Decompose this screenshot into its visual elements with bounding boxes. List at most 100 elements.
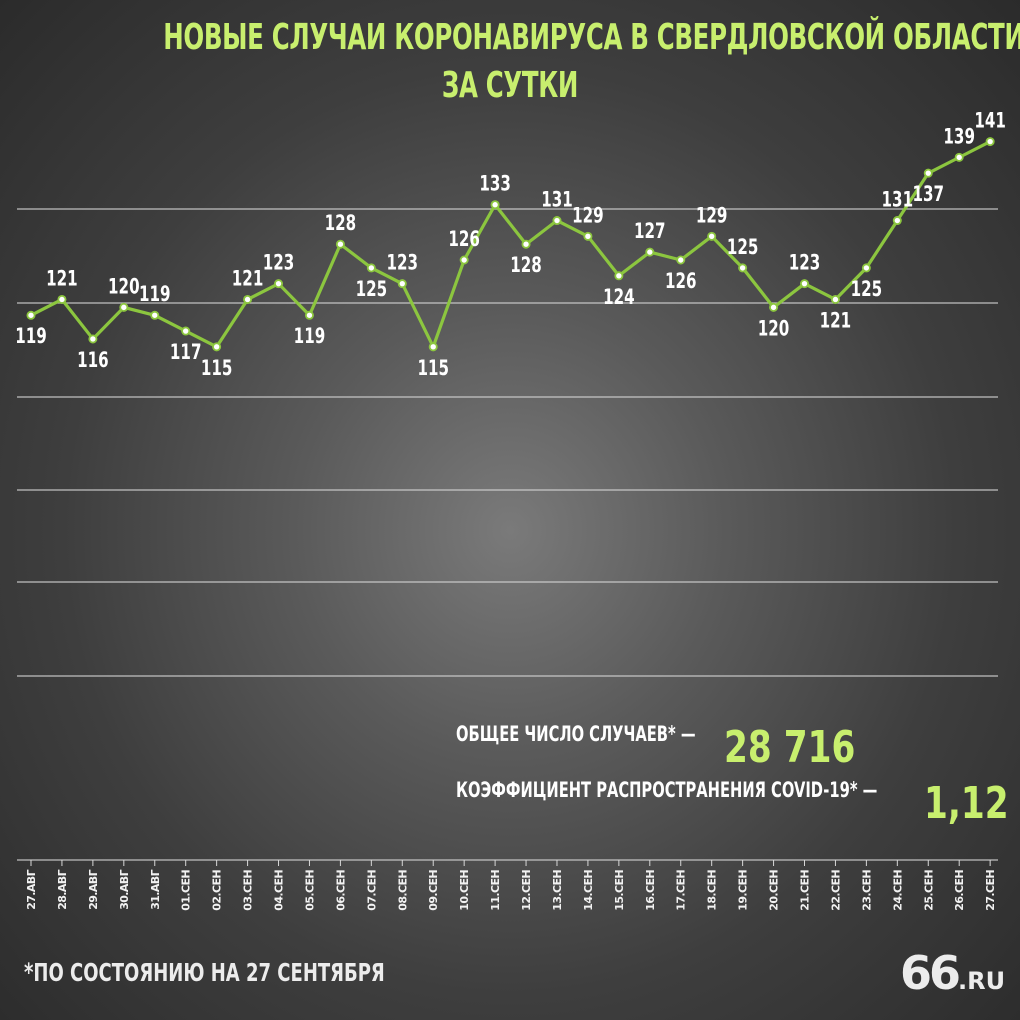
data-label: 128 (510, 254, 542, 278)
data-label: 129 (572, 204, 604, 228)
spread-coefficient-value: 1,12 (924, 778, 1009, 829)
total-cases-label: ОБЩЕЕ ЧИСЛО СЛУЧАЕВ* — (456, 722, 696, 746)
grid-layer (17, 208, 998, 677)
data-label: 126 (448, 228, 480, 252)
x-tick-label: 16.СЕН (644, 870, 657, 911)
data-point (335, 239, 345, 249)
data-point (212, 342, 222, 352)
x-tick-label: 24.СЕН (891, 870, 904, 911)
logo-number: 66 (900, 946, 961, 1000)
data-point (861, 263, 871, 273)
series-line (29, 139, 992, 349)
data-label: 125 (356, 278, 388, 302)
x-tick-label: 05.СЕН (303, 870, 316, 911)
data-label: 131 (541, 188, 573, 212)
x-tick-label: 02.СЕН (211, 870, 224, 911)
data-label: 123 (387, 251, 419, 275)
data-label: 120 (108, 275, 140, 299)
x-tick-label: 10.СЕН (458, 870, 471, 911)
data-point (26, 310, 36, 320)
data-point (800, 279, 810, 289)
data-label: 115 (417, 356, 449, 380)
total-cases-value: 28 716 (724, 722, 856, 773)
data-point (181, 326, 191, 336)
data-point (769, 302, 779, 312)
data-label: 119 (294, 325, 326, 349)
data-label: 141 (974, 109, 1006, 133)
data-point (985, 137, 995, 147)
data-label: 116 (77, 349, 109, 373)
x-tick-label: 30.АВГ (118, 869, 131, 909)
data-label: 127 (634, 220, 666, 244)
data-point (923, 168, 933, 178)
data-label: 126 (665, 270, 697, 294)
x-tick-label: 01.СЕН (180, 870, 193, 911)
x-tick-label: 13.СЕН (551, 870, 564, 911)
data-point (274, 279, 284, 289)
x-tick-label: 22.СЕН (829, 870, 842, 911)
x-tick-label: 06.СЕН (334, 870, 347, 911)
logo-domain: .RU (958, 967, 1006, 995)
data-label: 121 (232, 267, 264, 291)
x-axis: 27.АВГ 28.АВГ 29.АВГ 30.АВГ 31.АВГ 01.СЕН 02.С… (17, 859, 998, 911)
chart-title-line-2: ЗА СУТКИ (441, 65, 579, 106)
data-point (150, 310, 160, 320)
x-tick-label: 04.СЕН (273, 870, 286, 911)
x-tick-label: 23.СЕН (860, 870, 873, 911)
data-label: 125 (727, 236, 759, 260)
data-point (304, 310, 314, 320)
series-layer (29, 139, 992, 349)
x-tick-label: 19.СЕН (737, 870, 750, 911)
data-point (243, 294, 253, 304)
x-tick-label: 26.СЕН (953, 870, 966, 911)
data-label: 131 (882, 188, 914, 212)
data-point (552, 216, 562, 226)
data-label: 119 (139, 283, 171, 307)
data-point (738, 263, 748, 273)
total-cases-row: ОБЩЕЕ ЧИСЛО СЛУЧАЕВ* — 28 716 (456, 722, 1020, 778)
data-label: 137 (912, 183, 944, 207)
x-tick-label: 03.СЕН (242, 870, 255, 911)
data-label: 125 (851, 278, 883, 302)
data-point (428, 342, 438, 352)
data-label: 128 (325, 212, 357, 236)
data-point (366, 263, 376, 273)
x-tick-label: 20.СЕН (768, 870, 781, 911)
x-tick-label: 08.СЕН (396, 870, 409, 911)
data-point (459, 255, 469, 265)
data-label: 124 (603, 285, 635, 309)
data-point (830, 294, 840, 304)
spread-coefficient-row: КОЭФФИЦИЕНТ РАСПРОСТРАНЕНИЯ COVID-19* — … (456, 778, 1020, 834)
x-tick-label: 27.СЕН (984, 870, 997, 911)
data-point (119, 302, 129, 312)
site-logo: 66.RU (900, 946, 1005, 1000)
data-point (892, 216, 902, 226)
data-point (676, 255, 686, 265)
data-label: 117 (170, 341, 202, 365)
x-tick-label: 31.АВГ (149, 869, 162, 909)
data-label: 120 (758, 317, 790, 341)
data-label: 129 (696, 204, 728, 228)
data-point (521, 239, 531, 249)
x-tick-label: 27.АВГ (25, 869, 38, 909)
data-point (583, 231, 593, 241)
stats-panel: ОБЩЕЕ ЧИСЛО СЛУЧАЕВ* — 28 716 КОЭФФИЦИЕН… (456, 722, 1020, 834)
x-tick-label: 28.АВГ (56, 869, 69, 909)
data-point (645, 247, 655, 257)
data-label: 119 (15, 325, 47, 349)
x-tick-label: 18.СЕН (706, 870, 719, 911)
x-tick-label: 29.АВГ (87, 869, 100, 909)
x-tick-label: 15.СЕН (613, 870, 626, 911)
x-tick-label: 25.СЕН (922, 870, 935, 911)
spread-coefficient-label: КОЭФФИЦИЕНТ РАСПРОСТРАНЕНИЯ COVID-19* — (456, 778, 878, 802)
x-tick-label: 07.СЕН (365, 870, 378, 911)
data-point (397, 279, 407, 289)
data-label: 121 (820, 309, 852, 333)
x-tick-label: 09.СЕН (427, 870, 440, 911)
points-layer (26, 137, 995, 352)
footnote: *ПО СОСТОЯНИЮ НА 27 СЕНТЯБРЯ (24, 958, 385, 987)
data-point (707, 231, 717, 241)
x-tick-label: 11.СЕН (489, 870, 502, 911)
